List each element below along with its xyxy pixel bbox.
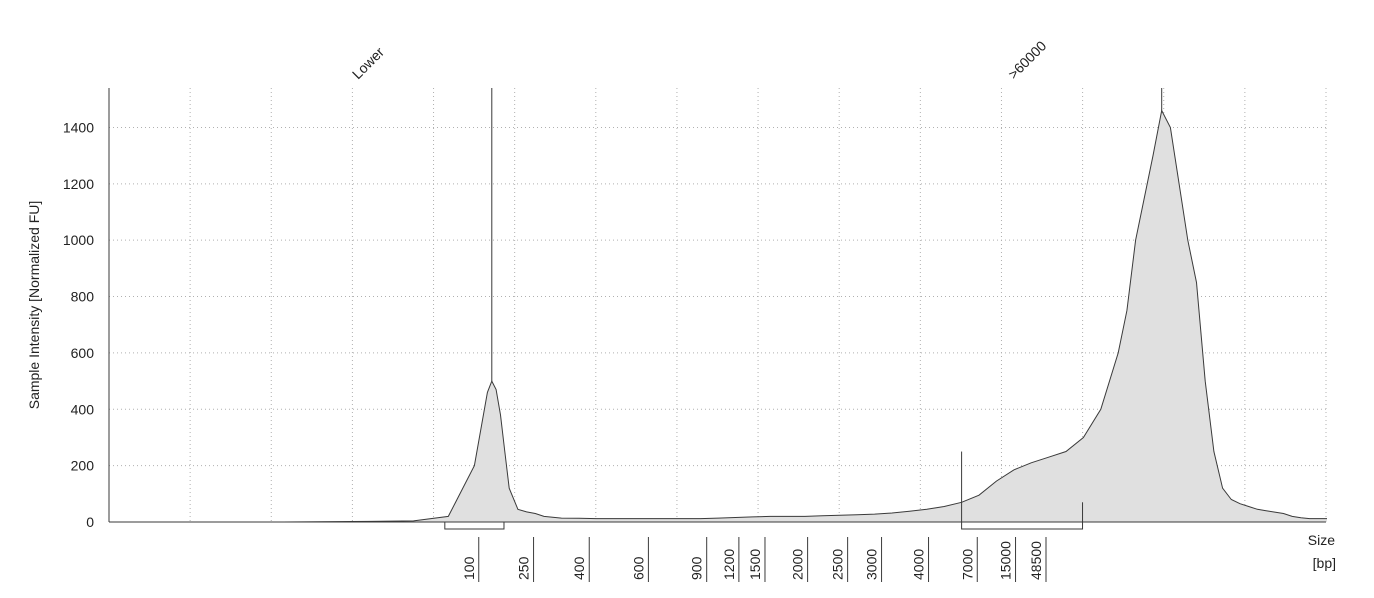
y-tick-label-0: 0 xyxy=(86,514,94,530)
y-tick-label-4: 800 xyxy=(71,289,95,305)
size-tick-label-2: 400 xyxy=(571,556,587,580)
electropherogram-area xyxy=(109,110,1327,522)
size-tick-label-12: 15000 xyxy=(998,541,1014,580)
y-tick-label-2: 400 xyxy=(71,401,95,417)
main-region-bracket xyxy=(961,522,1084,530)
x-axis-title-unit: [bp] xyxy=(1313,555,1336,571)
size-tick-label-5: 1200 xyxy=(721,549,737,580)
electropherogram-line xyxy=(109,108,1327,523)
size-tick-label-13: 48500 xyxy=(1028,541,1044,580)
size-tick-label-10: 4000 xyxy=(911,549,927,580)
peak-label-upper: >60000 xyxy=(1005,37,1050,82)
size-tick-label-0: 100 xyxy=(461,556,477,580)
y-tick-label-5: 1000 xyxy=(63,232,94,248)
size-tick-label-6: 1500 xyxy=(747,549,763,580)
size-tick-label-4: 900 xyxy=(689,556,705,580)
y-tick-label-1: 200 xyxy=(71,458,95,474)
y-tick-label-7: 1400 xyxy=(63,119,94,135)
y-tick-labels: 0 200 400 600 800 1000 1200 1400 xyxy=(63,119,94,530)
size-tick-label-3: 600 xyxy=(630,556,646,580)
size-tick-label-9: 3000 xyxy=(864,549,880,580)
size-tick-label-7: 2000 xyxy=(790,549,806,580)
lower-region-bracket xyxy=(444,522,505,530)
size-tick-label-11: 7000 xyxy=(959,549,975,580)
size-tick-label-1: 250 xyxy=(516,556,532,580)
y-axis-title: Sample Intensity [Normalized FU] xyxy=(26,201,42,410)
grid-layer xyxy=(109,88,1327,522)
size-tick-label-8: 2500 xyxy=(830,549,846,580)
size-ladder: 100 250 400 600 900 1200 1500 2000 2500 3000 4000 7… xyxy=(461,537,1047,582)
y-tick-label-3: 600 xyxy=(71,345,95,361)
x-axis-title-size: Size xyxy=(1308,532,1335,548)
y-tick-label-6: 1200 xyxy=(63,176,94,192)
peak-label-lower: Lower xyxy=(349,44,388,83)
